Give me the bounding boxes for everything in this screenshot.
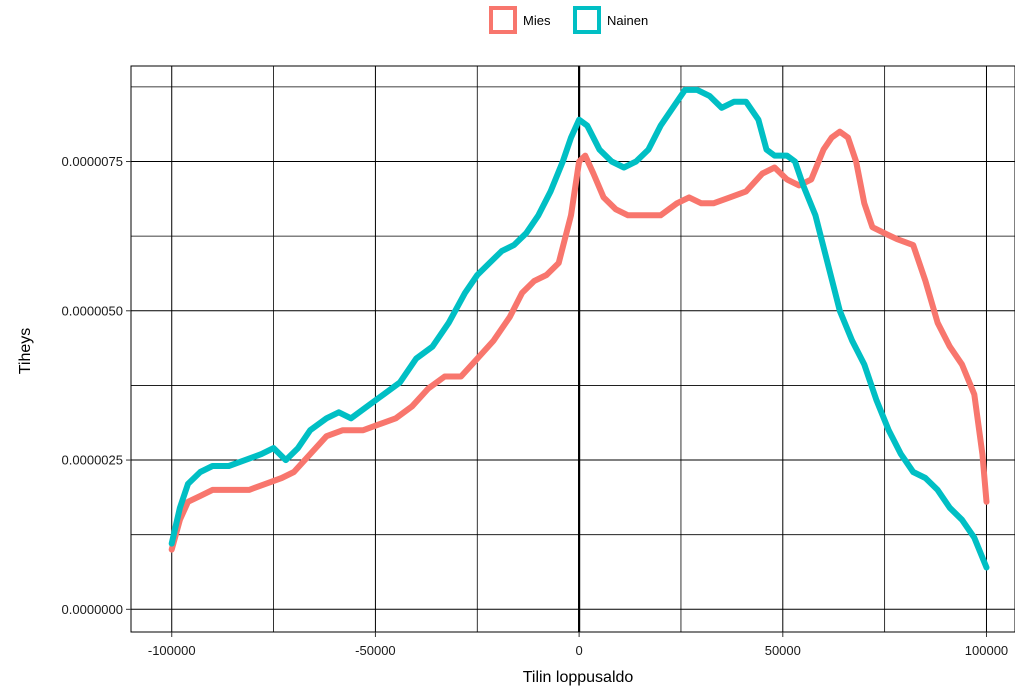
- series-line-mies: [168, 128, 990, 553]
- series-line-nainen: [168, 86, 990, 571]
- legend-key-nainen: [573, 6, 601, 34]
- legend: Mies Nainen: [489, 6, 648, 34]
- legend-label-mies: Mies: [523, 13, 551, 28]
- y-tick-label: 0.0000050: [62, 303, 123, 318]
- grid: [130, 65, 1015, 633]
- panel-border: [130, 65, 1015, 633]
- legend-label-nainen: Nainen: [607, 13, 648, 28]
- x-tick-label: -50000: [355, 643, 395, 658]
- y-axis: 0.0000000 0.0000025 0.0000050 0.0000075: [62, 154, 131, 617]
- x-tick-label: 0: [575, 643, 582, 658]
- y-axis-title: Tiheys: [17, 328, 34, 375]
- x-tick-label: 100000: [965, 643, 1008, 658]
- legend-key-mies: [489, 6, 517, 34]
- x-tick-label: -100000: [148, 643, 196, 658]
- y-tick-label: 0.0000075: [62, 154, 123, 169]
- plot-lines: [168, 86, 990, 571]
- x-tick-label: 50000: [765, 643, 801, 658]
- y-tick-label: 0.0000025: [62, 453, 123, 468]
- x-axis-title: Tilin loppusaldo: [523, 669, 634, 686]
- y-tick-label: 0.0000000: [62, 602, 123, 617]
- x-axis: -100000 -50000 0 50000 100000: [148, 632, 1008, 658]
